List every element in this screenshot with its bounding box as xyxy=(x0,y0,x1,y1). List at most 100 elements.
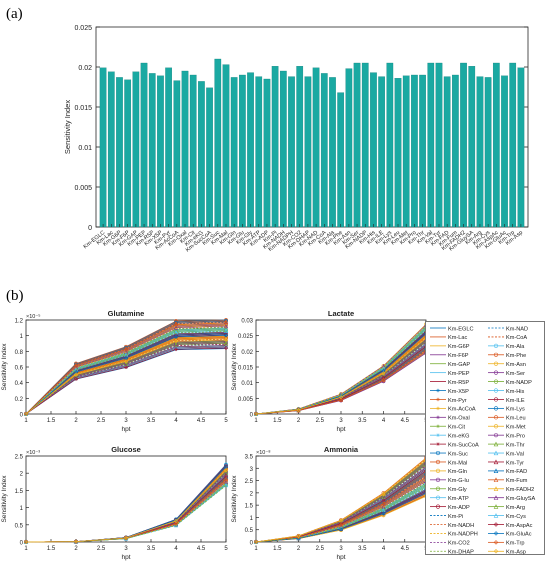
x-tick-label: 3 xyxy=(124,546,128,552)
y-tick-label: 0.8 xyxy=(15,350,24,356)
y-tick-label: 0 xyxy=(88,225,92,232)
series-marker xyxy=(381,368,386,374)
series-marker xyxy=(123,535,129,540)
series-marker xyxy=(493,441,499,447)
series-marker xyxy=(223,327,229,332)
legend-label: Km-ATP xyxy=(448,496,469,502)
legend-label: Km-eKG xyxy=(448,433,469,439)
series-marker xyxy=(73,376,79,381)
series-marker xyxy=(223,477,229,482)
series-marker xyxy=(436,433,440,437)
series-line xyxy=(255,459,427,543)
axis-exponent: ×10⁻³ xyxy=(26,450,40,456)
legend-label: Km-Lac xyxy=(448,335,467,341)
series-marker xyxy=(435,468,441,474)
line-plot-lactate: 0 0.005 0.01 0.015 0.02 0.025 0.03 1 1.5 2 2.5 3 3.5… xyxy=(231,309,428,433)
y-tick-label: 0.2 xyxy=(15,397,24,403)
legend-label: Km-SucCoA xyxy=(448,442,479,448)
series-marker xyxy=(381,363,386,369)
series-marker xyxy=(493,522,499,527)
legend-label: Km-F6P xyxy=(448,353,469,359)
series-marker xyxy=(223,341,229,346)
legend-label: Km-R5P xyxy=(448,380,469,386)
legend-label: Km-Cit xyxy=(448,425,466,431)
legend-entries: Km-EGLC Km-NAD Km-Lac Km-CoA Km-G6P Km-Ala Km-… xyxy=(430,326,535,556)
series-marker xyxy=(436,406,440,411)
series-line xyxy=(255,487,427,543)
series-marker xyxy=(493,424,499,429)
legend-label: Km-Thr xyxy=(506,442,525,448)
x-tick-label: 4.5 xyxy=(401,418,410,424)
legend-label: Km-Pro xyxy=(506,433,525,439)
legend-label: Km-Val xyxy=(506,451,524,457)
series-marker xyxy=(493,495,499,500)
y-tick-label: 1 xyxy=(20,334,24,340)
series-marker xyxy=(173,347,179,352)
x-tick-label: 2.5 xyxy=(316,418,325,424)
series-marker xyxy=(73,539,79,544)
x-tick-label: 2.5 xyxy=(97,546,106,552)
y-tick-label: 0 xyxy=(250,413,254,419)
bar-chart: 00.0050.010.0150.020.025Km-EGLCKm-LacKm-… xyxy=(63,25,529,254)
x-tick-label: 2 xyxy=(297,546,301,552)
series-marker xyxy=(493,549,499,554)
y-tick-label: 2 xyxy=(250,491,254,497)
series-marker xyxy=(381,375,386,380)
y-tick-label: 0.01 xyxy=(241,381,253,387)
series-marker xyxy=(223,337,229,343)
series-marker xyxy=(123,347,129,352)
plot-title: Lactate xyxy=(328,309,354,318)
series-line xyxy=(255,476,427,543)
series-marker xyxy=(338,518,344,523)
plot-title: Glucose xyxy=(111,445,141,454)
y-axis-label: Sensitivity Index xyxy=(231,343,238,391)
legend-label: Km-GluAc xyxy=(506,532,532,538)
series-marker xyxy=(174,346,178,351)
y-tick-label: 2 xyxy=(20,472,24,478)
series-marker xyxy=(223,340,229,345)
series-marker xyxy=(173,325,179,330)
series-marker xyxy=(73,364,79,370)
legend-label: Km-Gln xyxy=(448,469,467,475)
legend-label: Km-AspAc xyxy=(506,523,533,529)
legend-label: Km-DHAP xyxy=(448,550,474,556)
legend-label: Km-X5P xyxy=(448,389,469,395)
x-tick-label: 1.5 xyxy=(273,546,282,552)
series-marker xyxy=(23,539,29,545)
series-marker xyxy=(173,330,179,335)
series-marker xyxy=(493,388,499,393)
legend-label: Km-Fum xyxy=(506,478,528,484)
x-tick-label: 1.5 xyxy=(47,418,56,424)
series-marker xyxy=(173,341,179,346)
series-line xyxy=(25,330,227,415)
series-marker xyxy=(493,477,499,482)
x-axis-label: hpt xyxy=(121,554,130,561)
x-tick-label: 1 xyxy=(254,418,258,424)
y-tick-label: 0.02 xyxy=(78,65,92,72)
series-line xyxy=(25,343,227,415)
y-tick-label: 0.03 xyxy=(241,319,253,325)
y-tick-label: 1.5 xyxy=(245,504,254,510)
x-tick-label: 2.5 xyxy=(97,418,106,424)
y-tick-label: 0.025 xyxy=(238,334,254,340)
x-tick-label: 4.5 xyxy=(197,418,206,424)
legend-label: Km-NADH xyxy=(448,523,474,529)
y-tick-label: 0.6 xyxy=(15,366,24,372)
series-marker xyxy=(493,433,499,438)
x-tick-label: 5 xyxy=(224,418,228,424)
x-tick-label: 1.5 xyxy=(47,546,56,552)
series-marker xyxy=(436,424,440,429)
y-axis-label: Sensitivity Index xyxy=(231,475,238,523)
series-marker xyxy=(381,492,386,497)
series-marker xyxy=(493,531,499,536)
legend-label: Km-Asn xyxy=(506,362,526,368)
y-tick-label: 0.01 xyxy=(78,145,92,152)
panel-a-label: (a) xyxy=(6,6,23,22)
series-marker xyxy=(253,539,259,545)
series-marker xyxy=(381,511,386,516)
series-line xyxy=(25,335,227,415)
y-tick-label: 0.025 xyxy=(74,25,92,32)
legend-label: Km-AcCoA xyxy=(448,407,476,413)
y-axis-label: Sensitivity Index xyxy=(63,100,72,154)
series-marker xyxy=(253,411,259,417)
